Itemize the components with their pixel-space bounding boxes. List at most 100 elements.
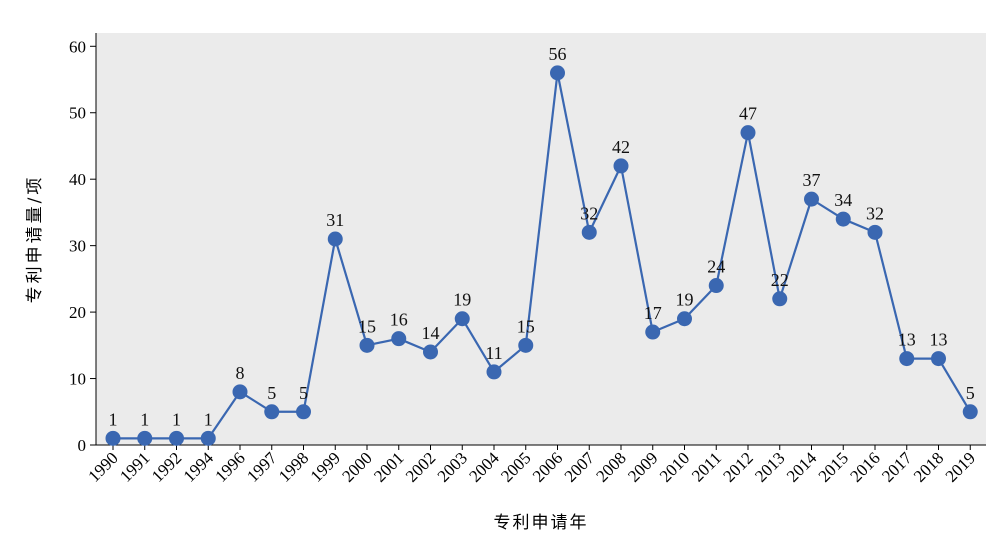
x-tick-label: 1994	[180, 448, 218, 486]
data-point	[740, 125, 756, 141]
x-tick-label: 2006	[529, 448, 566, 485]
data-label: 13	[930, 330, 948, 350]
data-label: 5	[966, 383, 975, 403]
data-point	[327, 231, 343, 247]
y-tick-label: 10	[69, 370, 86, 389]
x-tick-label: 2018	[910, 448, 947, 485]
y-axis-title: 专利申请量/项	[25, 175, 45, 304]
data-point	[867, 224, 883, 240]
data-label: 22	[771, 270, 789, 290]
y-axis: 0 10 20 30 40 50 60	[69, 33, 97, 455]
x-tick-label: 2013	[751, 448, 788, 485]
plot-background	[96, 33, 986, 445]
data-point	[772, 291, 788, 307]
x-tick-label: 2004	[465, 448, 503, 486]
data-label: 17	[644, 303, 662, 323]
data-label: 37	[803, 170, 821, 190]
y-tick-label: 30	[69, 237, 86, 256]
data-point	[137, 430, 153, 446]
x-tick-label: 2014	[783, 448, 821, 486]
data-point	[804, 191, 819, 207]
x-tick-label: 2016	[846, 448, 883, 485]
data-label: 32	[580, 203, 598, 223]
data-point	[708, 278, 724, 294]
x-tick-label: 2003	[434, 448, 471, 485]
data-label: 11	[485, 343, 502, 363]
x-tick-label: 2000	[338, 448, 375, 485]
x-tick-label: 2008	[592, 448, 629, 485]
data-point	[962, 404, 978, 420]
data-point	[264, 404, 280, 420]
x-tick-label: 2015	[815, 448, 852, 485]
data-label: 1	[204, 409, 213, 429]
x-tick-label: 2017	[878, 448, 916, 486]
data-label: 47	[739, 104, 757, 124]
data-point	[518, 337, 534, 353]
data-label: 8	[236, 363, 245, 383]
x-tick-label: 1991	[116, 448, 153, 485]
data-point	[296, 404, 311, 420]
data-point	[677, 311, 692, 327]
data-label: 56	[549, 44, 567, 64]
data-label: 15	[517, 316, 535, 336]
x-tick-label: 1996	[211, 448, 248, 485]
y-tick-label: 0	[78, 436, 87, 455]
data-point	[613, 158, 629, 174]
y-tick-label: 40	[69, 170, 86, 189]
x-tick-label: 1992	[148, 448, 185, 485]
x-tick-label: 1997	[243, 448, 281, 486]
data-label: 1	[172, 409, 181, 429]
data-label: 5	[267, 383, 276, 403]
x-ticks: 1990199119921994199619971998199920002001…	[84, 445, 979, 486]
series	[105, 65, 978, 446]
data-point	[105, 430, 121, 446]
data-label: 42	[612, 137, 630, 157]
x-tick-label: 2005	[497, 448, 534, 485]
data-point	[835, 211, 851, 227]
data-label: 5	[299, 383, 308, 403]
data-label: 14	[422, 323, 440, 343]
data-point	[550, 65, 565, 81]
data-label: 15	[358, 316, 376, 336]
data-label: 19	[676, 290, 694, 310]
series-line	[113, 71, 972, 440]
x-axis: 1990199119921994199619971998199920002001…	[84, 444, 986, 486]
data-point	[454, 311, 470, 327]
x-axis-title: 专利申请年	[494, 513, 589, 533]
x-tick-label: 2009	[624, 448, 661, 485]
x-tick-label: 1999	[307, 448, 344, 485]
data-point	[391, 331, 407, 347]
data-point	[423, 344, 438, 360]
data-point	[931, 351, 946, 367]
data-label: 1	[140, 409, 149, 429]
y-tick-label: 20	[69, 303, 86, 322]
x-tick-label: 2019	[942, 448, 979, 485]
data-label: 24	[707, 257, 725, 277]
data-label: 1	[109, 409, 118, 429]
x-tick-label: 1998	[275, 448, 312, 485]
data-label: 32	[866, 203, 884, 223]
y-ticks: 0 10 20 30 40 50 60	[69, 37, 96, 455]
y-tick-label: 60	[69, 37, 86, 56]
x-tick-label: 1990	[84, 448, 121, 485]
y-tick-label: 50	[69, 104, 86, 123]
data-point	[200, 430, 216, 446]
x-tick-label: 2001	[370, 448, 407, 485]
data-label: 13	[898, 330, 916, 350]
data-point	[486, 364, 502, 380]
x-tick-label: 2002	[402, 448, 439, 485]
data-label: 16	[390, 310, 408, 330]
data-point	[232, 384, 248, 400]
x-tick-label: 2011	[688, 448, 725, 485]
data-point	[169, 430, 184, 446]
data-point	[581, 224, 597, 240]
data-point	[645, 324, 661, 340]
data-point	[899, 351, 915, 367]
x-tick-label: 2007	[561, 448, 599, 486]
data-label: 31	[326, 210, 344, 230]
data-label: 34	[834, 190, 852, 210]
data-label: 19	[453, 290, 471, 310]
x-tick-label: 2012	[719, 448, 756, 485]
